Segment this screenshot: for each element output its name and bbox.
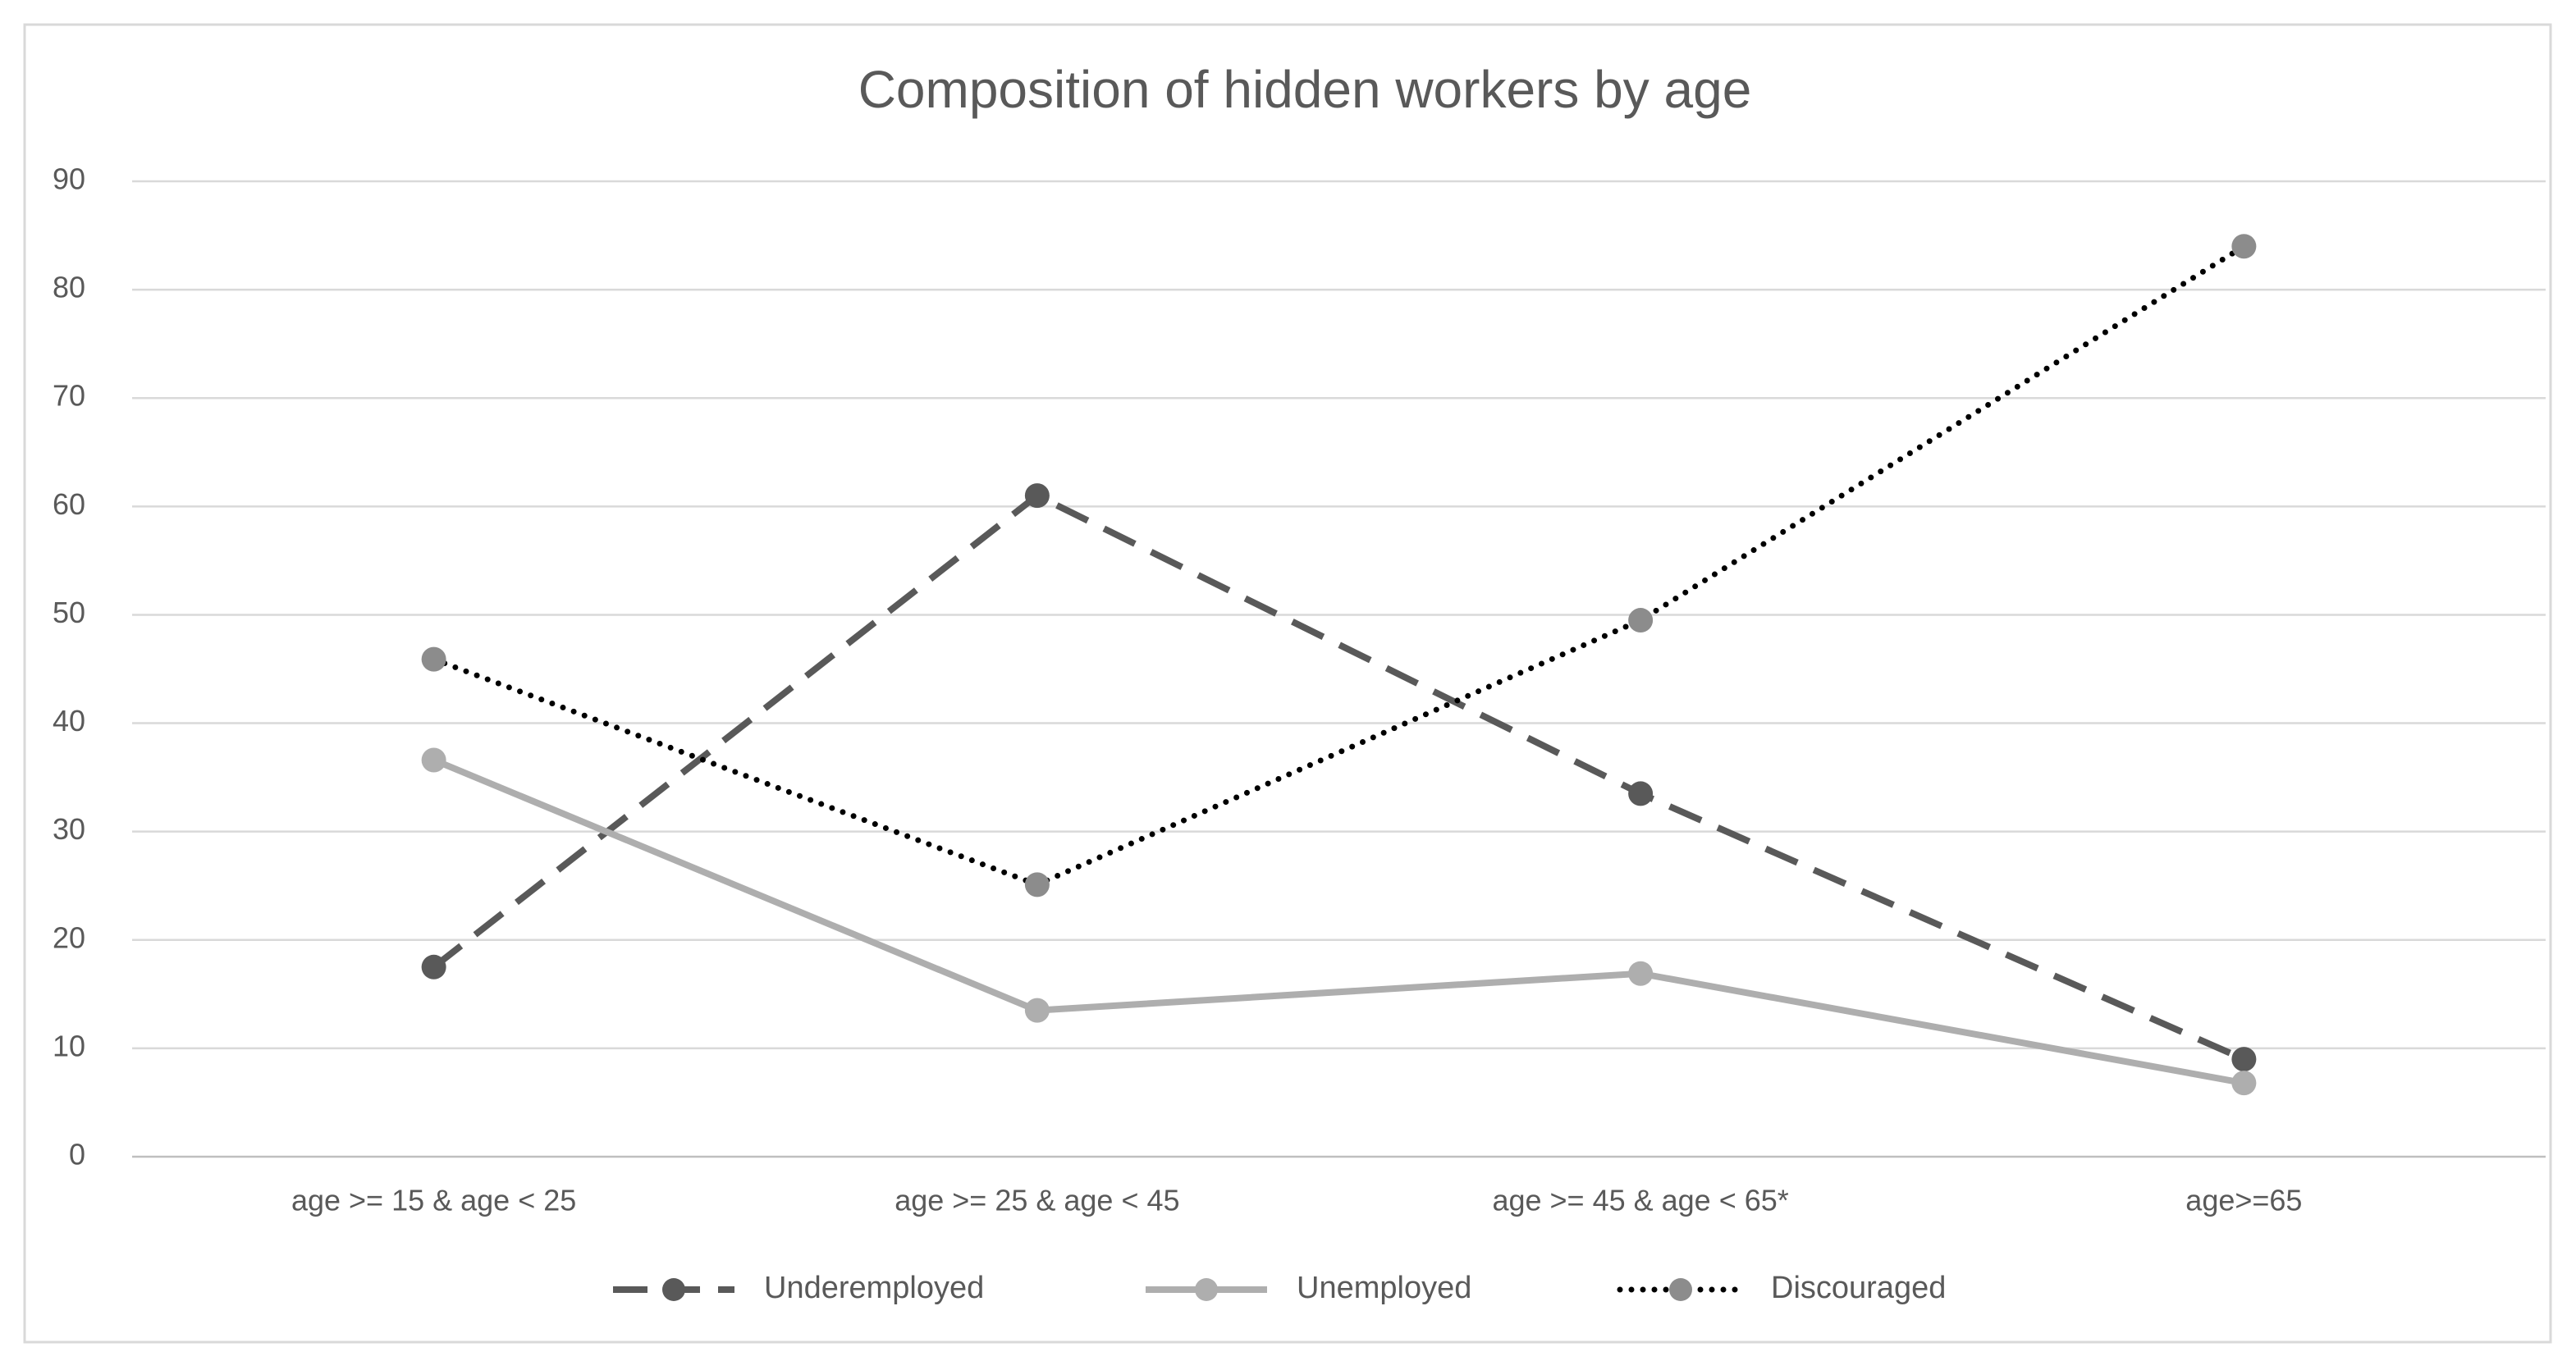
data-point <box>2231 234 2257 259</box>
data-point <box>1628 961 1654 986</box>
y-tick-label: 30 <box>53 812 85 846</box>
y-tick-label: 0 <box>69 1138 85 1171</box>
data-point <box>1024 483 1050 509</box>
y-tick-label: 10 <box>53 1029 85 1062</box>
data-point <box>421 747 446 773</box>
series-line <box>432 756 2245 1087</box>
legend-marker <box>662 1278 685 1301</box>
data-point <box>421 646 446 672</box>
data-point <box>2231 1047 2257 1072</box>
data-point <box>1024 872 1050 897</box>
x-tick-label: age >= 15 & age < 25 <box>291 1184 576 1217</box>
y-tick-label: 50 <box>53 596 85 629</box>
y-tick-label: 80 <box>53 271 85 304</box>
data-point <box>421 954 446 980</box>
legend-label: Unemployed <box>1297 1271 1471 1305</box>
data-point <box>2231 1071 2257 1096</box>
y-tick-label: 70 <box>53 379 85 413</box>
data-point <box>1628 781 1654 806</box>
legend-marker <box>1195 1278 1218 1301</box>
legend-label: Underemployed <box>764 1271 984 1305</box>
legend-marker <box>1669 1278 1692 1301</box>
y-tick-label: 90 <box>53 162 85 196</box>
y-tick-label: 20 <box>53 920 85 954</box>
x-tick-label: age>=65 <box>2185 1184 2302 1217</box>
data-point <box>1628 608 1654 633</box>
y-tick-label: 40 <box>53 704 85 738</box>
series-line <box>431 243 2247 888</box>
legend-label: Discouraged <box>1771 1271 1946 1305</box>
chart-title: Composition of hidden workers by age <box>858 60 1752 119</box>
data-point <box>1024 998 1050 1023</box>
chart-border <box>23 23 2552 1344</box>
y-tick-label: 60 <box>53 487 85 521</box>
series-line <box>432 491 2245 1062</box>
x-tick-label: age >= 45 & age < 65* <box>1492 1184 1788 1217</box>
x-tick-label: age >= 25 & age < 45 <box>895 1184 1179 1217</box>
